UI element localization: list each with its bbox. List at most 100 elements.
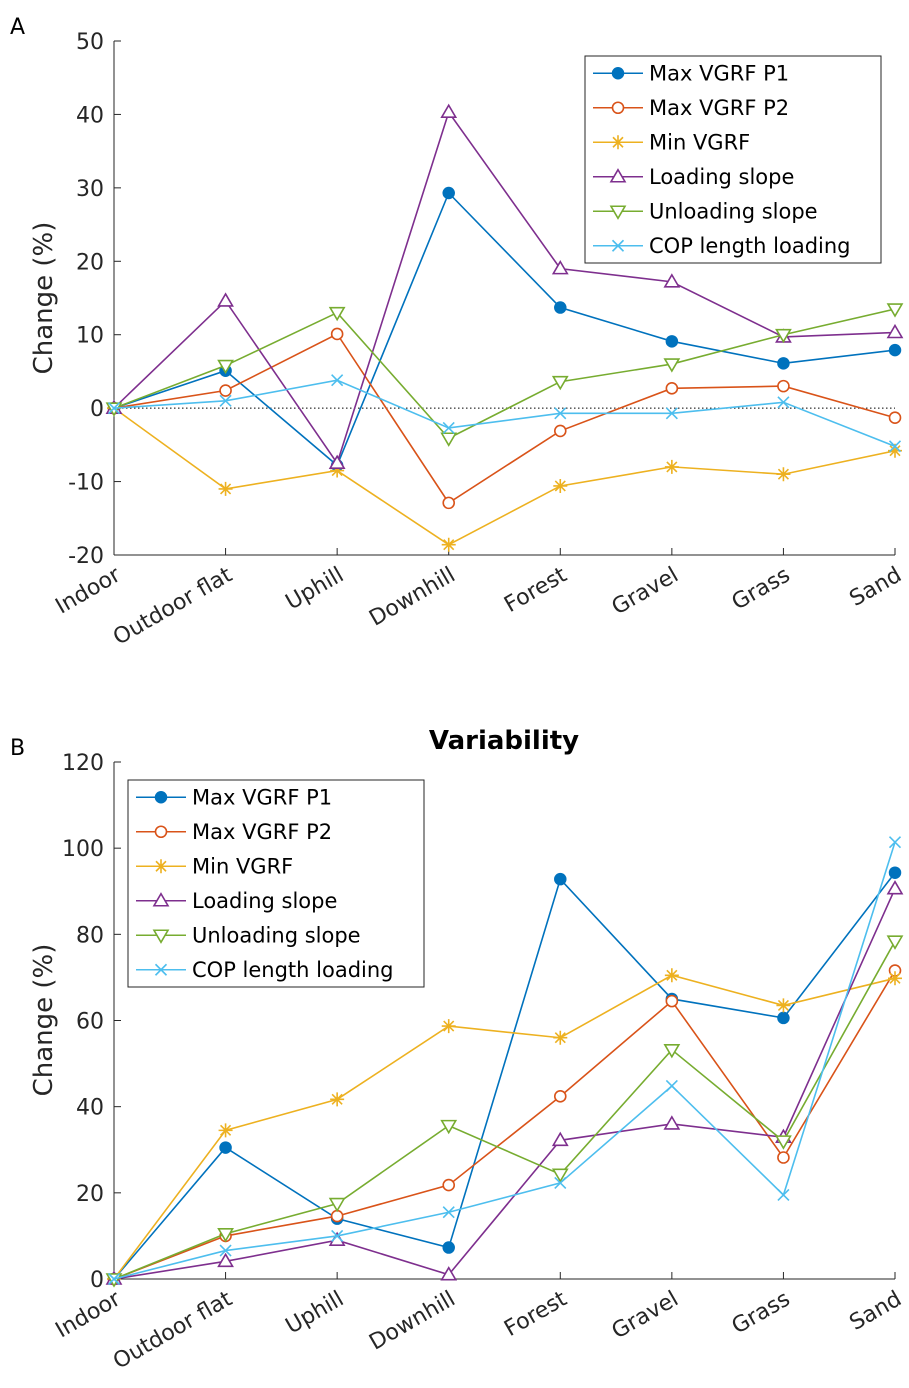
y-axis-label: Change (%): [29, 944, 59, 1097]
data-point-max-vgrf-p1-grass: [777, 357, 790, 370]
series-unloading-slope: [105, 935, 904, 1288]
y-tick-label: 40: [76, 1096, 104, 1121]
data-point-min-vgrf-grass: [776, 998, 791, 1013]
data-point-max-vgrf-p1-downhill: [442, 1241, 455, 1254]
x-tick-label-forest: Forest: [500, 562, 571, 618]
data-point-loading-slope-uphill: [328, 454, 346, 470]
series-cop-length-loading: [107, 374, 902, 453]
data-point-cop-length-loading-gravel: [665, 1079, 678, 1093]
legend-label-unloading-slope: Unloading slope: [649, 199, 818, 223]
legend-label-max-vgrf-p1: Max VGRF P1: [192, 785, 332, 809]
data-point-cop-length-loading-indoor: [107, 402, 121, 415]
y-tick-label: 10: [76, 324, 104, 349]
data-point-max-vgrf-p2-forest: [553, 1090, 567, 1103]
y-axis-label: Change (%): [29, 222, 59, 375]
data-point-cop-length-loading-downhill: [442, 1206, 455, 1219]
data-point-max-vgrf-p2-gravel: [665, 994, 679, 1008]
legend-label-loading-slope: Loading slope: [192, 889, 337, 913]
series-cop-length-loading: [107, 836, 902, 1286]
series-line-loading-slope: [113, 888, 896, 1280]
legend-label-max-vgrf-p2: Max VGRF P2: [649, 96, 789, 120]
data-point-cop-length-loading-uphill: [331, 374, 344, 387]
legend-marker-min-vgrf: [154, 859, 168, 874]
y-tick-label: 40: [76, 103, 104, 128]
data-point-cop-length-loading-outdoor-flat: [219, 394, 232, 407]
legend-marker-loading-slope: [609, 168, 627, 183]
y-tick-label: -20: [68, 544, 104, 569]
data-point-min-vgrf-outdoor-flat: [218, 1123, 233, 1138]
data-point-loading-slope-sand: [886, 880, 904, 895]
data-point-unloading-slope-gravel: [663, 358, 681, 373]
data-point-max-vgrf-p2-downhill: [442, 1178, 456, 1192]
data-point-min-vgrf-gravel: [664, 968, 679, 983]
data-point-cop-length-loading-downhill: [442, 421, 455, 435]
legend-marker-unloading-slope: [152, 929, 170, 944]
y-tick-label: 20: [76, 1182, 104, 1207]
legend-label-min-vgrf: Min VGRF: [649, 130, 750, 154]
legend-label-unloading-slope: Unloading slope: [192, 923, 361, 947]
data-point-unloading-slope-gravel: [663, 1044, 681, 1059]
data-point-min-vgrf-gravel: [664, 459, 679, 474]
data-point-max-vgrf-p2-gravel: [665, 382, 679, 395]
x-tick-label-grass: Grass: [728, 563, 795, 616]
legend-label-max-vgrf-p2: Max VGRF P2: [192, 820, 332, 844]
legend-marker-max-vgrf-p1: [154, 791, 168, 804]
series-line-loading-slope: [113, 110, 896, 466]
legend-marker-cop-length-loading: [154, 963, 168, 976]
data-point-loading-slope-outdoor-flat: [217, 292, 234, 307]
data-point-cop-length-loading-indoor: [107, 1272, 121, 1286]
data-point-unloading-slope-forest: [551, 1168, 569, 1183]
data-point-max-vgrf-p2-downhill: [442, 496, 456, 510]
y-tick-label: 20: [76, 250, 104, 275]
series-line-cop-length-loading: [113, 841, 896, 1280]
data-point-unloading-slope-sand: [886, 303, 904, 318]
data-point-cop-length-loading-uphill: [331, 1229, 344, 1242]
x-tick-label-sand: Sand: [846, 1287, 906, 1336]
data-point-min-vgrf-forest: [553, 1030, 568, 1045]
data-point-min-vgrf-forest: [553, 478, 568, 493]
legend-label-cop-length-loading: COP length loading: [192, 958, 394, 982]
y-tick-label: 60: [76, 1010, 104, 1035]
data-point-loading-slope-gravel: [663, 273, 681, 288]
y-tick-label: 0: [90, 1268, 104, 1293]
series-max-vgrf-p2: [107, 327, 902, 510]
data-point-max-vgrf-p1-forest: [554, 872, 567, 886]
data-point-unloading-slope-grass: [775, 328, 792, 344]
x-tick-label-gravel: Gravel: [608, 1287, 683, 1345]
panel-label: A: [10, 15, 25, 40]
data-point-cop-length-loading-forest: [554, 1176, 567, 1189]
y-tick-label: 0: [90, 397, 104, 422]
data-point-loading-slope-gravel: [663, 1115, 681, 1130]
x-tick-label-sand: Sand: [846, 563, 906, 612]
series-line-cop-length-loading: [113, 379, 896, 448]
data-point-cop-length-loading-sand: [888, 836, 902, 849]
data-point-max-vgrf-p2-sand: [888, 411, 902, 424]
data-point-min-vgrf-uphill: [330, 1092, 345, 1107]
data-point-min-vgrf-uphill: [330, 463, 345, 478]
x-tick-label-uphill: Uphill: [282, 1287, 349, 1340]
series-min-vgrf: [107, 401, 902, 552]
x-tick-label-uphill: Uphill: [282, 563, 349, 616]
data-point-unloading-slope-sand: [886, 935, 904, 950]
legend-marker-unloading-slope: [609, 205, 627, 220]
x-tick-label-grass: Grass: [728, 1287, 795, 1340]
series-line-min-vgrf: [113, 974, 896, 1280]
legend-box: [584, 55, 882, 264]
data-point-unloading-slope-uphill: [328, 306, 346, 322]
y-tick-label: 80: [76, 923, 104, 948]
legend: Max VGRF P1 Max VGRF P2 Min VGRF Loading sl…: [584, 55, 882, 264]
data-point-cop-length-loading-sand: [888, 440, 902, 453]
data-point-loading-slope-forest: [551, 1131, 569, 1147]
data-point-unloading-slope-outdoor-flat: [217, 359, 234, 375]
legend-marker-max-vgrf-p2: [154, 825, 168, 839]
x-tick-label-indoor: Indoor: [52, 562, 126, 619]
x-tick-label-outdoor-flat: Outdoor flat: [109, 562, 237, 650]
legend-marker-cop-length-loading: [611, 239, 625, 252]
data-point-min-vgrf-downhill: [441, 1019, 456, 1034]
series-line-min-vgrf: [113, 407, 896, 546]
data-point-max-vgrf-p1-gravel: [665, 335, 679, 348]
data-point-loading-slope-forest: [551, 260, 569, 275]
data-point-cop-length-loading-forest: [554, 407, 567, 420]
legend-label-max-vgrf-p1: Max VGRF P1: [649, 61, 789, 85]
data-point-unloading-slope-grass: [775, 1135, 792, 1150]
